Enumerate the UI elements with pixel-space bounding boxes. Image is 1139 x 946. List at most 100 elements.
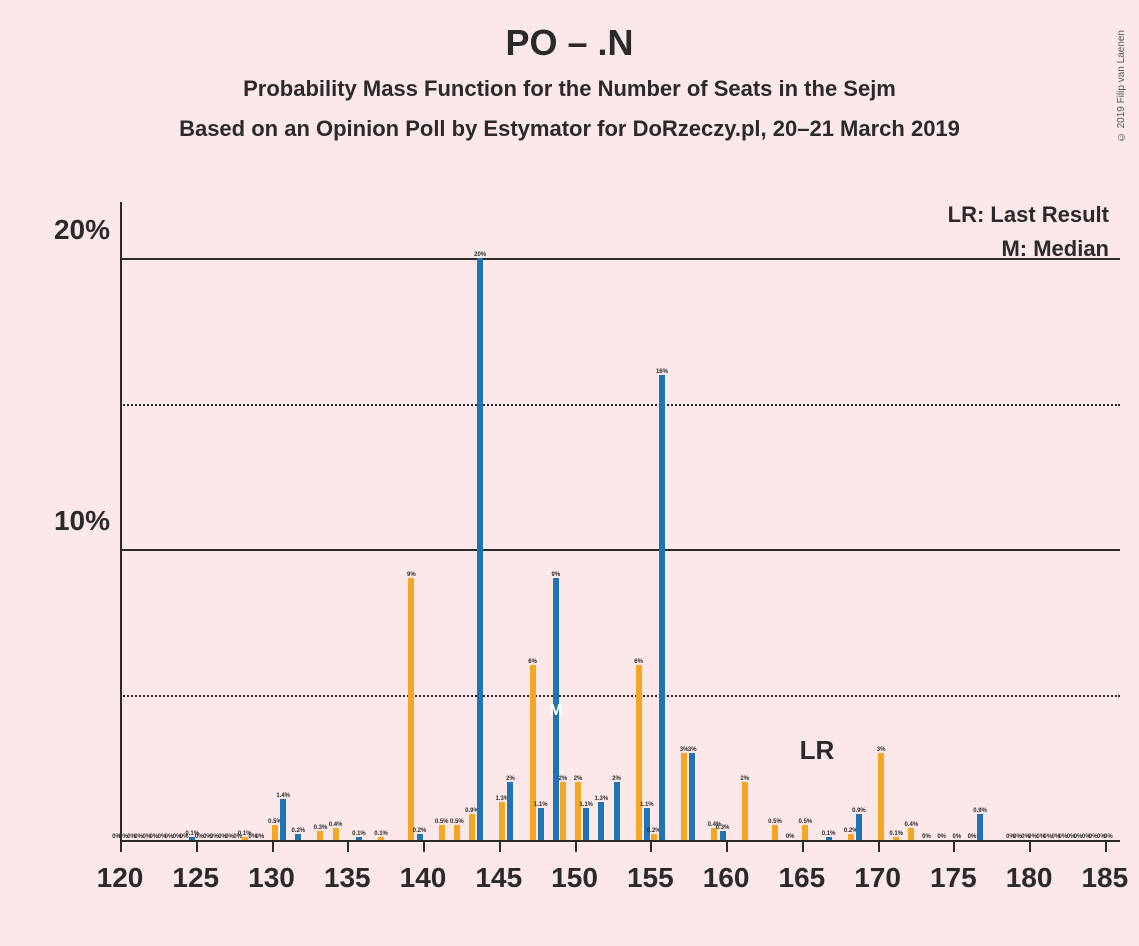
y-axis-label: 10% [54, 505, 110, 537]
bar-value-label: 0.2% [291, 828, 305, 834]
copyright-text: © 2019 Filip van Laenen [1116, 30, 1127, 142]
bar-value-label: 3% [877, 747, 886, 753]
bar-blue [720, 831, 726, 840]
x-axis-label: 145 [475, 862, 522, 894]
x-tick [1029, 842, 1031, 852]
bar-value-label: 1.3% [595, 796, 609, 802]
bar-value-label: 1.1% [640, 802, 654, 808]
gridline [120, 404, 1120, 406]
x-axis-label: 135 [324, 862, 371, 894]
x-tick [272, 842, 274, 852]
bar-value-label: 3% [688, 747, 697, 753]
bar-orange [636, 665, 642, 840]
x-axis [120, 840, 1120, 842]
x-tick [120, 842, 122, 852]
bar-value-label: 0.1% [822, 831, 836, 837]
x-tick [726, 842, 728, 852]
y-axis [120, 202, 122, 842]
bar-blue [856, 814, 862, 840]
bar-value-label: 0.1% [374, 831, 388, 837]
bar-value-label: 0% [952, 834, 961, 840]
x-tick [802, 842, 804, 852]
bar-blue [507, 782, 513, 840]
bar-orange [242, 837, 248, 840]
bar-orange [878, 753, 884, 840]
chart-title: PO – .N [0, 22, 1139, 64]
bar-orange [802, 825, 808, 840]
x-tick [423, 842, 425, 852]
bar-orange [530, 665, 536, 840]
bar-value-label: 6% [528, 659, 537, 665]
bar-orange [439, 825, 445, 840]
bar-value-label: 0.1% [352, 831, 366, 837]
bar-blue [280, 799, 286, 840]
bar-blue [356, 837, 362, 840]
x-axis-label: 185 [1081, 862, 1128, 894]
x-tick [499, 842, 501, 852]
x-axis-label: 175 [930, 862, 977, 894]
bar-blue [689, 753, 695, 840]
bar-value-label: 0.5% [450, 819, 464, 825]
bar-value-label: 0.3% [314, 825, 328, 831]
bar-blue [614, 782, 620, 840]
x-axis-label: 120 [97, 862, 144, 894]
bar-orange [908, 828, 914, 840]
bar-blue [598, 802, 604, 840]
bar-value-label: 2% [740, 776, 749, 782]
bar-value-label: 0.3% [716, 825, 730, 831]
x-axis-label: 155 [627, 862, 674, 894]
gridline [120, 695, 1120, 697]
bar-value-label: 0% [922, 834, 931, 840]
bar-orange [317, 831, 323, 840]
bar-value-label: 0% [937, 834, 946, 840]
bar-value-label: 1.1% [534, 802, 548, 808]
bar-value-label: 2% [506, 776, 515, 782]
bar-blue [417, 834, 423, 840]
chart-source-line: Based on an Opinion Poll by Estymator fo… [0, 116, 1139, 142]
bar-value-label: 1.4% [276, 793, 290, 799]
bar-value-label: 0% [786, 834, 795, 840]
bar-value-label: 1.1% [579, 802, 593, 808]
bar-blue [295, 834, 301, 840]
bar-orange [575, 782, 581, 840]
bar-value-label: 0% [1104, 834, 1113, 840]
bar-orange [893, 837, 899, 840]
bar-value-label: 6% [634, 659, 643, 665]
bar-orange [681, 753, 687, 840]
bar-value-label: 0.2% [413, 828, 427, 834]
bar-value-label: 0.4% [905, 822, 919, 828]
bar-orange [272, 825, 278, 840]
x-axis-label: 125 [172, 862, 219, 894]
x-tick [1105, 842, 1107, 852]
x-tick [196, 842, 198, 852]
bar-blue [659, 375, 665, 840]
gridline [120, 258, 1120, 260]
bar-orange [333, 828, 339, 840]
bar-blue [477, 258, 483, 840]
bar-value-label: 20% [474, 252, 486, 258]
bar-orange [408, 578, 414, 840]
bar-value-label: 0.9% [852, 808, 866, 814]
bar-orange [499, 802, 505, 840]
bar-value-label: 16% [656, 369, 668, 375]
x-axis-label: 160 [703, 862, 750, 894]
bar-value-label: 0.5% [798, 819, 812, 825]
x-axis-label: 140 [400, 862, 447, 894]
bar-value-label: 0.5% [768, 819, 782, 825]
bar-orange [378, 837, 384, 840]
bar-blue [977, 814, 983, 840]
x-tick [347, 842, 349, 852]
bar-blue [538, 808, 544, 840]
x-tick [575, 842, 577, 852]
bar-value-label: 0.9% [973, 808, 987, 814]
chart-subtitle: Probability Mass Function for the Number… [0, 76, 1139, 102]
bar-blue [644, 808, 650, 840]
bar-orange [651, 834, 657, 840]
bar-value-label: 2% [559, 776, 568, 782]
gridline [120, 549, 1120, 551]
bar-value-label: 0.1% [889, 831, 903, 837]
bar-value-label: 9% [407, 572, 416, 578]
bar-value-label: 2% [612, 776, 621, 782]
x-tick [650, 842, 652, 852]
bar-blue [583, 808, 589, 840]
